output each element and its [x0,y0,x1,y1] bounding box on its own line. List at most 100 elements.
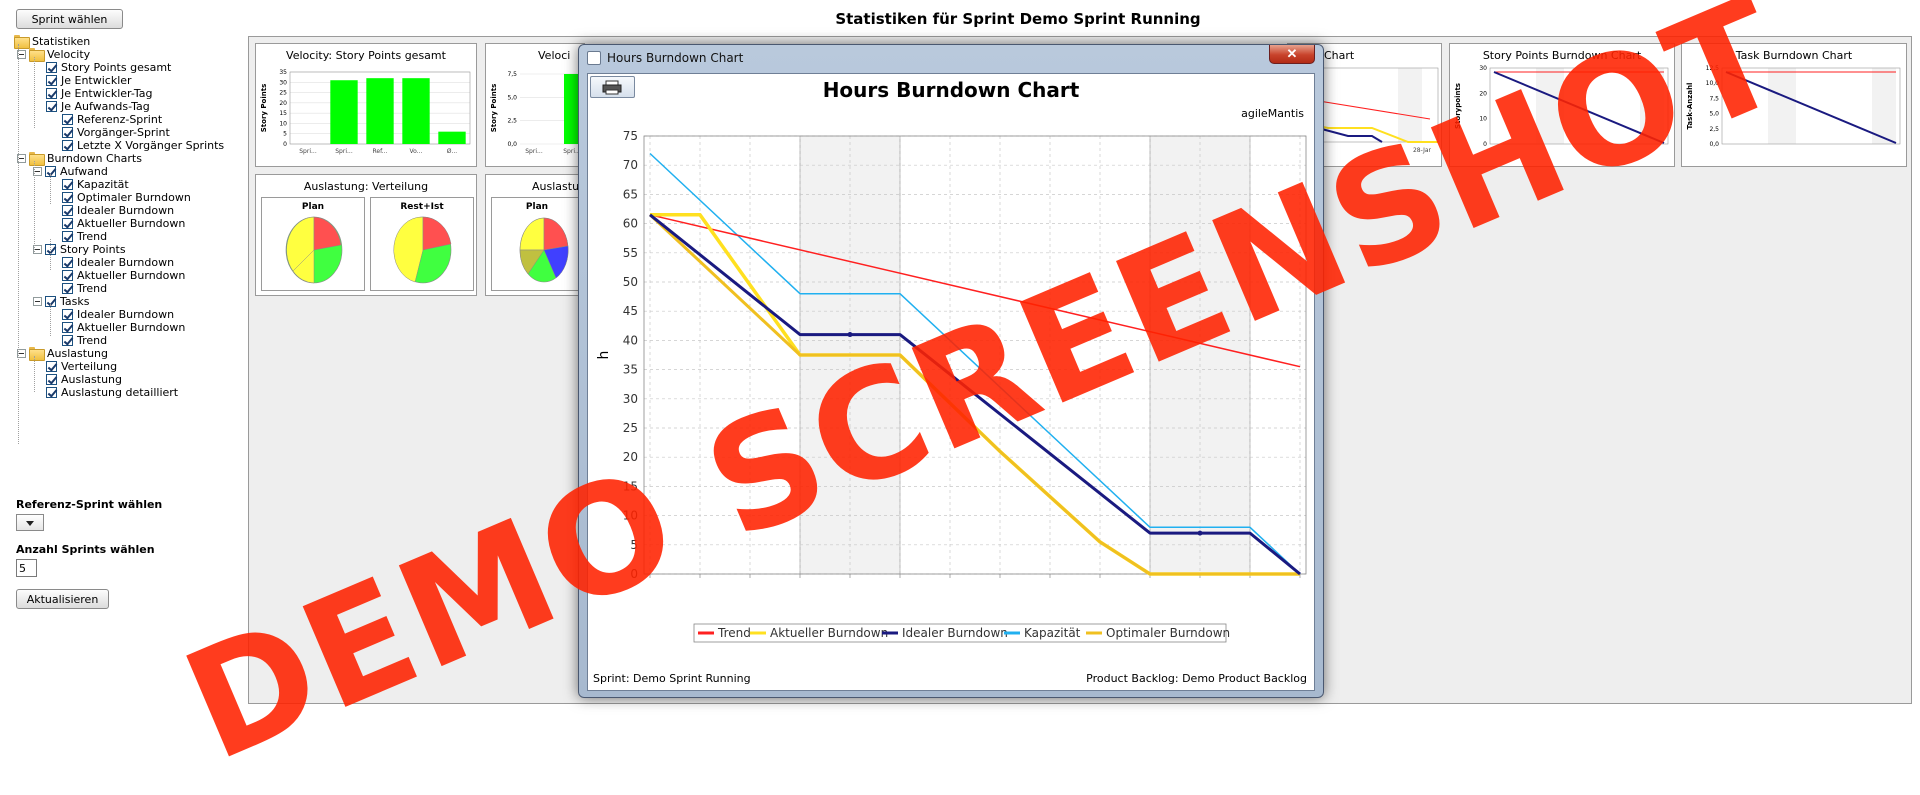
checkbox[interactable] [46,61,57,73]
task-burndown-card[interactable]: Task Burndown Chart Task-Anzahl 12,5 10,0 7… [1681,43,1907,167]
distribution-card[interactable]: Auslastung: Verteilung Plan Rest+Ist [255,174,477,296]
y-tick-label: 35 [279,69,287,76]
checkbox[interactable] [62,113,73,125]
y-tick-label: 5,0 [1709,111,1719,118]
y-tick-label: 15 [623,479,638,493]
reference-sprint-select[interactable] [16,514,44,531]
series-line [648,213,1300,576]
checkbox[interactable] [62,269,73,281]
tree-node-label: Trend [77,229,108,243]
checkbox[interactable] [62,217,73,229]
checkbox[interactable] [46,360,57,372]
checkbox[interactable] [62,204,73,216]
tree-node[interactable]: Burndown Charts [17,150,142,166]
checkbox[interactable] [46,373,57,385]
tree-node[interactable]: Referenz-Sprint [62,111,162,127]
tree-node[interactable]: Idealer Burndown [62,306,174,322]
tree-node[interactable]: Je Entwickler-Tag [46,85,152,101]
y-tick-label: 0,0 [507,141,517,148]
tree-node[interactable]: Auslastung [46,371,122,387]
printer-icon [602,80,622,95]
reference-sprint-label: Referenz-Sprint wählen [16,498,163,511]
checkbox[interactable] [62,126,73,138]
plot-area [643,135,1307,575]
plot-area [1288,67,1439,143]
tree-node[interactable]: Je Entwickler [46,72,132,88]
sprint-count-input[interactable] [16,559,37,577]
refresh-button[interactable]: Aktualisieren [16,589,109,609]
checkbox[interactable] [46,87,57,99]
legend-label: Aktueller Burndown [770,626,888,640]
tree-node[interactable]: Auslastung [17,345,108,361]
print-button[interactable] [590,76,635,98]
tree-node[interactable]: Vorgänger-Sprint [62,124,170,140]
y-tick-label: 5,0 [507,94,517,101]
story-points-burndown-card[interactable]: Story Points Burndown Chart Storypoints 3… [1449,43,1675,167]
collapse-icon[interactable] [17,49,26,59]
y-tick-label: 30 [279,79,287,86]
tree-node[interactable]: Kapazität [62,176,129,192]
tree-node[interactable]: Velocity [17,46,90,62]
y-tick-label: 25 [279,90,287,97]
checkbox[interactable] [62,139,73,151]
collapse-icon[interactable] [33,166,42,176]
series-line [649,213,1301,576]
checkbox[interactable] [62,230,73,242]
checkbox[interactable] [62,256,73,268]
velocity-second-card[interactable]: Veloci Story Points 7,5 5,0 2,5 0,0 Spri... Sp… [485,43,585,167]
collapse-icon[interactable] [17,348,26,358]
checkbox[interactable] [46,386,57,398]
utilization-card[interactable]: Auslastu Plan [485,174,585,296]
weekend-band [1640,68,1664,144]
collapse-icon[interactable] [17,153,26,163]
folder-icon [29,347,45,361]
checkbox[interactable] [46,100,57,112]
velocity-total-card[interactable]: Velocity: Story Points gesamt Story Poin… [255,43,477,167]
tree-node[interactable]: Optimaler Burndown [62,189,191,205]
tree-node-label: Aktueller Burndown [77,268,186,282]
checkbox[interactable] [62,321,73,333]
checkbox[interactable] [62,282,73,294]
tree-node[interactable]: Idealer Burndown [62,202,174,218]
tree-node[interactable]: Story Points gesamt [46,59,171,75]
velocity-second-chart: Story Points 7,5 5,0 2,5 0,0 Spri... Spri... [490,71,584,155]
tree-node[interactable]: Aktueller Burndown [62,319,185,335]
checkbox[interactable] [62,178,73,190]
tree-node[interactable]: Aktueller Burndown [62,267,185,283]
tree-node[interactable]: Auslastung detailliert [46,384,178,400]
page-title: Statistiken für Sprint Demo Sprint Runni… [835,10,1201,28]
y-tick-label: 75 [623,129,638,143]
hours-burndown-dialog[interactable]: Hours Burndown Chart ✕ Hours Burndown Ch… [578,44,1324,698]
story-points-burndown-chart: Storypoints 30 20 10 0 [1454,65,1669,148]
tree-node-label: Velocity [47,47,91,61]
collapse-icon[interactable] [33,244,42,254]
y-tick-label: 20 [279,100,287,107]
tree-node[interactable]: Statistiken [14,33,90,49]
tree-node[interactable]: Letzte X Vorgänger Sprints [62,137,224,153]
tree-node[interactable]: Aktueller Burndown [62,215,185,231]
y-tick-label: 0 [283,141,287,148]
tree-node-label: Statistiken [32,34,91,48]
series-point [1197,530,1203,536]
checkbox[interactable] [62,308,73,320]
tree-node[interactable]: Idealer Burndown [62,254,174,270]
tree-node[interactable]: Trend [62,332,107,348]
pie-caption: Plan [525,202,549,212]
close-button[interactable]: ✕ [1269,45,1315,64]
checkbox[interactable] [62,334,73,346]
y-tick-label: 40 [623,333,638,347]
checkbox[interactable] [46,74,57,86]
select-sprint-button[interactable]: Sprint wählen [16,9,123,29]
tree-node[interactable]: Je Aufwands-Tag [46,98,150,114]
tree-node[interactable]: Aufwand [33,163,108,179]
backlog-footer: Product Backlog: Demo Product Backlog [1086,672,1307,685]
tree-guide [34,356,35,392]
tree-node[interactable]: Trend [62,228,107,244]
collapse-icon[interactable] [33,296,42,306]
tree-node-label: Auslastung [47,346,108,360]
tree-node[interactable]: Verteilung [46,358,117,374]
tree-node[interactable]: Trend [62,280,107,296]
tree-guide [34,57,35,128]
y-tick-label: 70 [623,158,638,172]
checkbox[interactable] [62,191,73,203]
